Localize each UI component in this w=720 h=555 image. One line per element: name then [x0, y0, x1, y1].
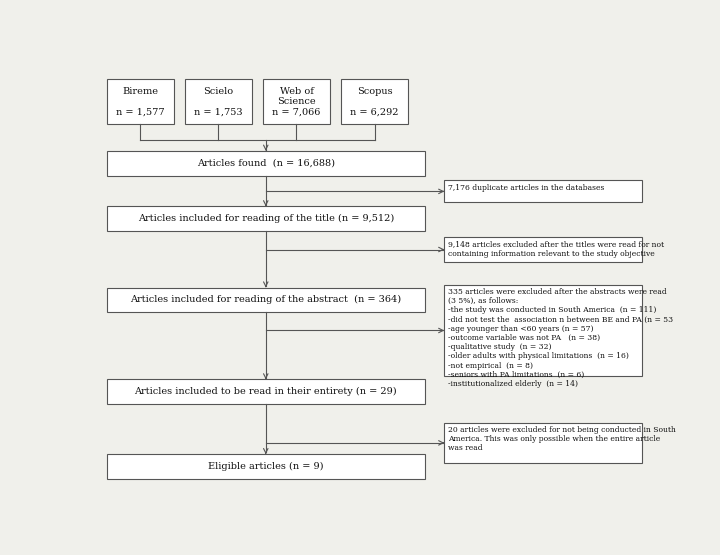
Text: Bireme

n = 1,577: Bireme n = 1,577: [116, 87, 165, 117]
Text: Articles included for reading of the abstract  (n = 364): Articles included for reading of the abs…: [130, 295, 401, 305]
FancyBboxPatch shape: [444, 237, 642, 262]
Text: 7,176 duplicate articles in the databases: 7,176 duplicate articles in the database…: [449, 184, 605, 191]
FancyBboxPatch shape: [444, 285, 642, 376]
Text: Scielo

n = 1,753: Scielo n = 1,753: [194, 87, 243, 117]
FancyBboxPatch shape: [107, 151, 425, 175]
FancyBboxPatch shape: [107, 79, 174, 124]
Text: 9,148 articles excluded after the titles were read for not
containing informatio: 9,148 articles excluded after the titles…: [449, 240, 665, 258]
Text: Scopus

n = 6,292: Scopus n = 6,292: [351, 87, 399, 117]
Text: Eligible articles (n = 9): Eligible articles (n = 9): [208, 462, 323, 471]
Text: Articles included for reading of the title (n = 9,512): Articles included for reading of the tit…: [138, 214, 394, 223]
FancyBboxPatch shape: [107, 287, 425, 312]
FancyBboxPatch shape: [107, 454, 425, 479]
FancyBboxPatch shape: [444, 180, 642, 203]
FancyBboxPatch shape: [444, 422, 642, 463]
Text: 20 articles were excluded for not being conducted in South
America. This was onl: 20 articles were excluded for not being …: [449, 426, 676, 452]
FancyBboxPatch shape: [263, 79, 330, 124]
FancyBboxPatch shape: [341, 79, 408, 124]
Text: Articles included to be read in their entirety (n = 29): Articles included to be read in their en…: [135, 387, 397, 396]
Text: Articles found  (n = 16,688): Articles found (n = 16,688): [197, 159, 335, 168]
FancyBboxPatch shape: [185, 79, 252, 124]
FancyBboxPatch shape: [107, 206, 425, 231]
Text: Web of
Science
n = 7,066: Web of Science n = 7,066: [272, 87, 320, 117]
FancyBboxPatch shape: [107, 380, 425, 404]
Text: 335 articles were excluded after the abstracts were read
(3 5%), as follows:
-th: 335 articles were excluded after the abs…: [449, 288, 673, 388]
